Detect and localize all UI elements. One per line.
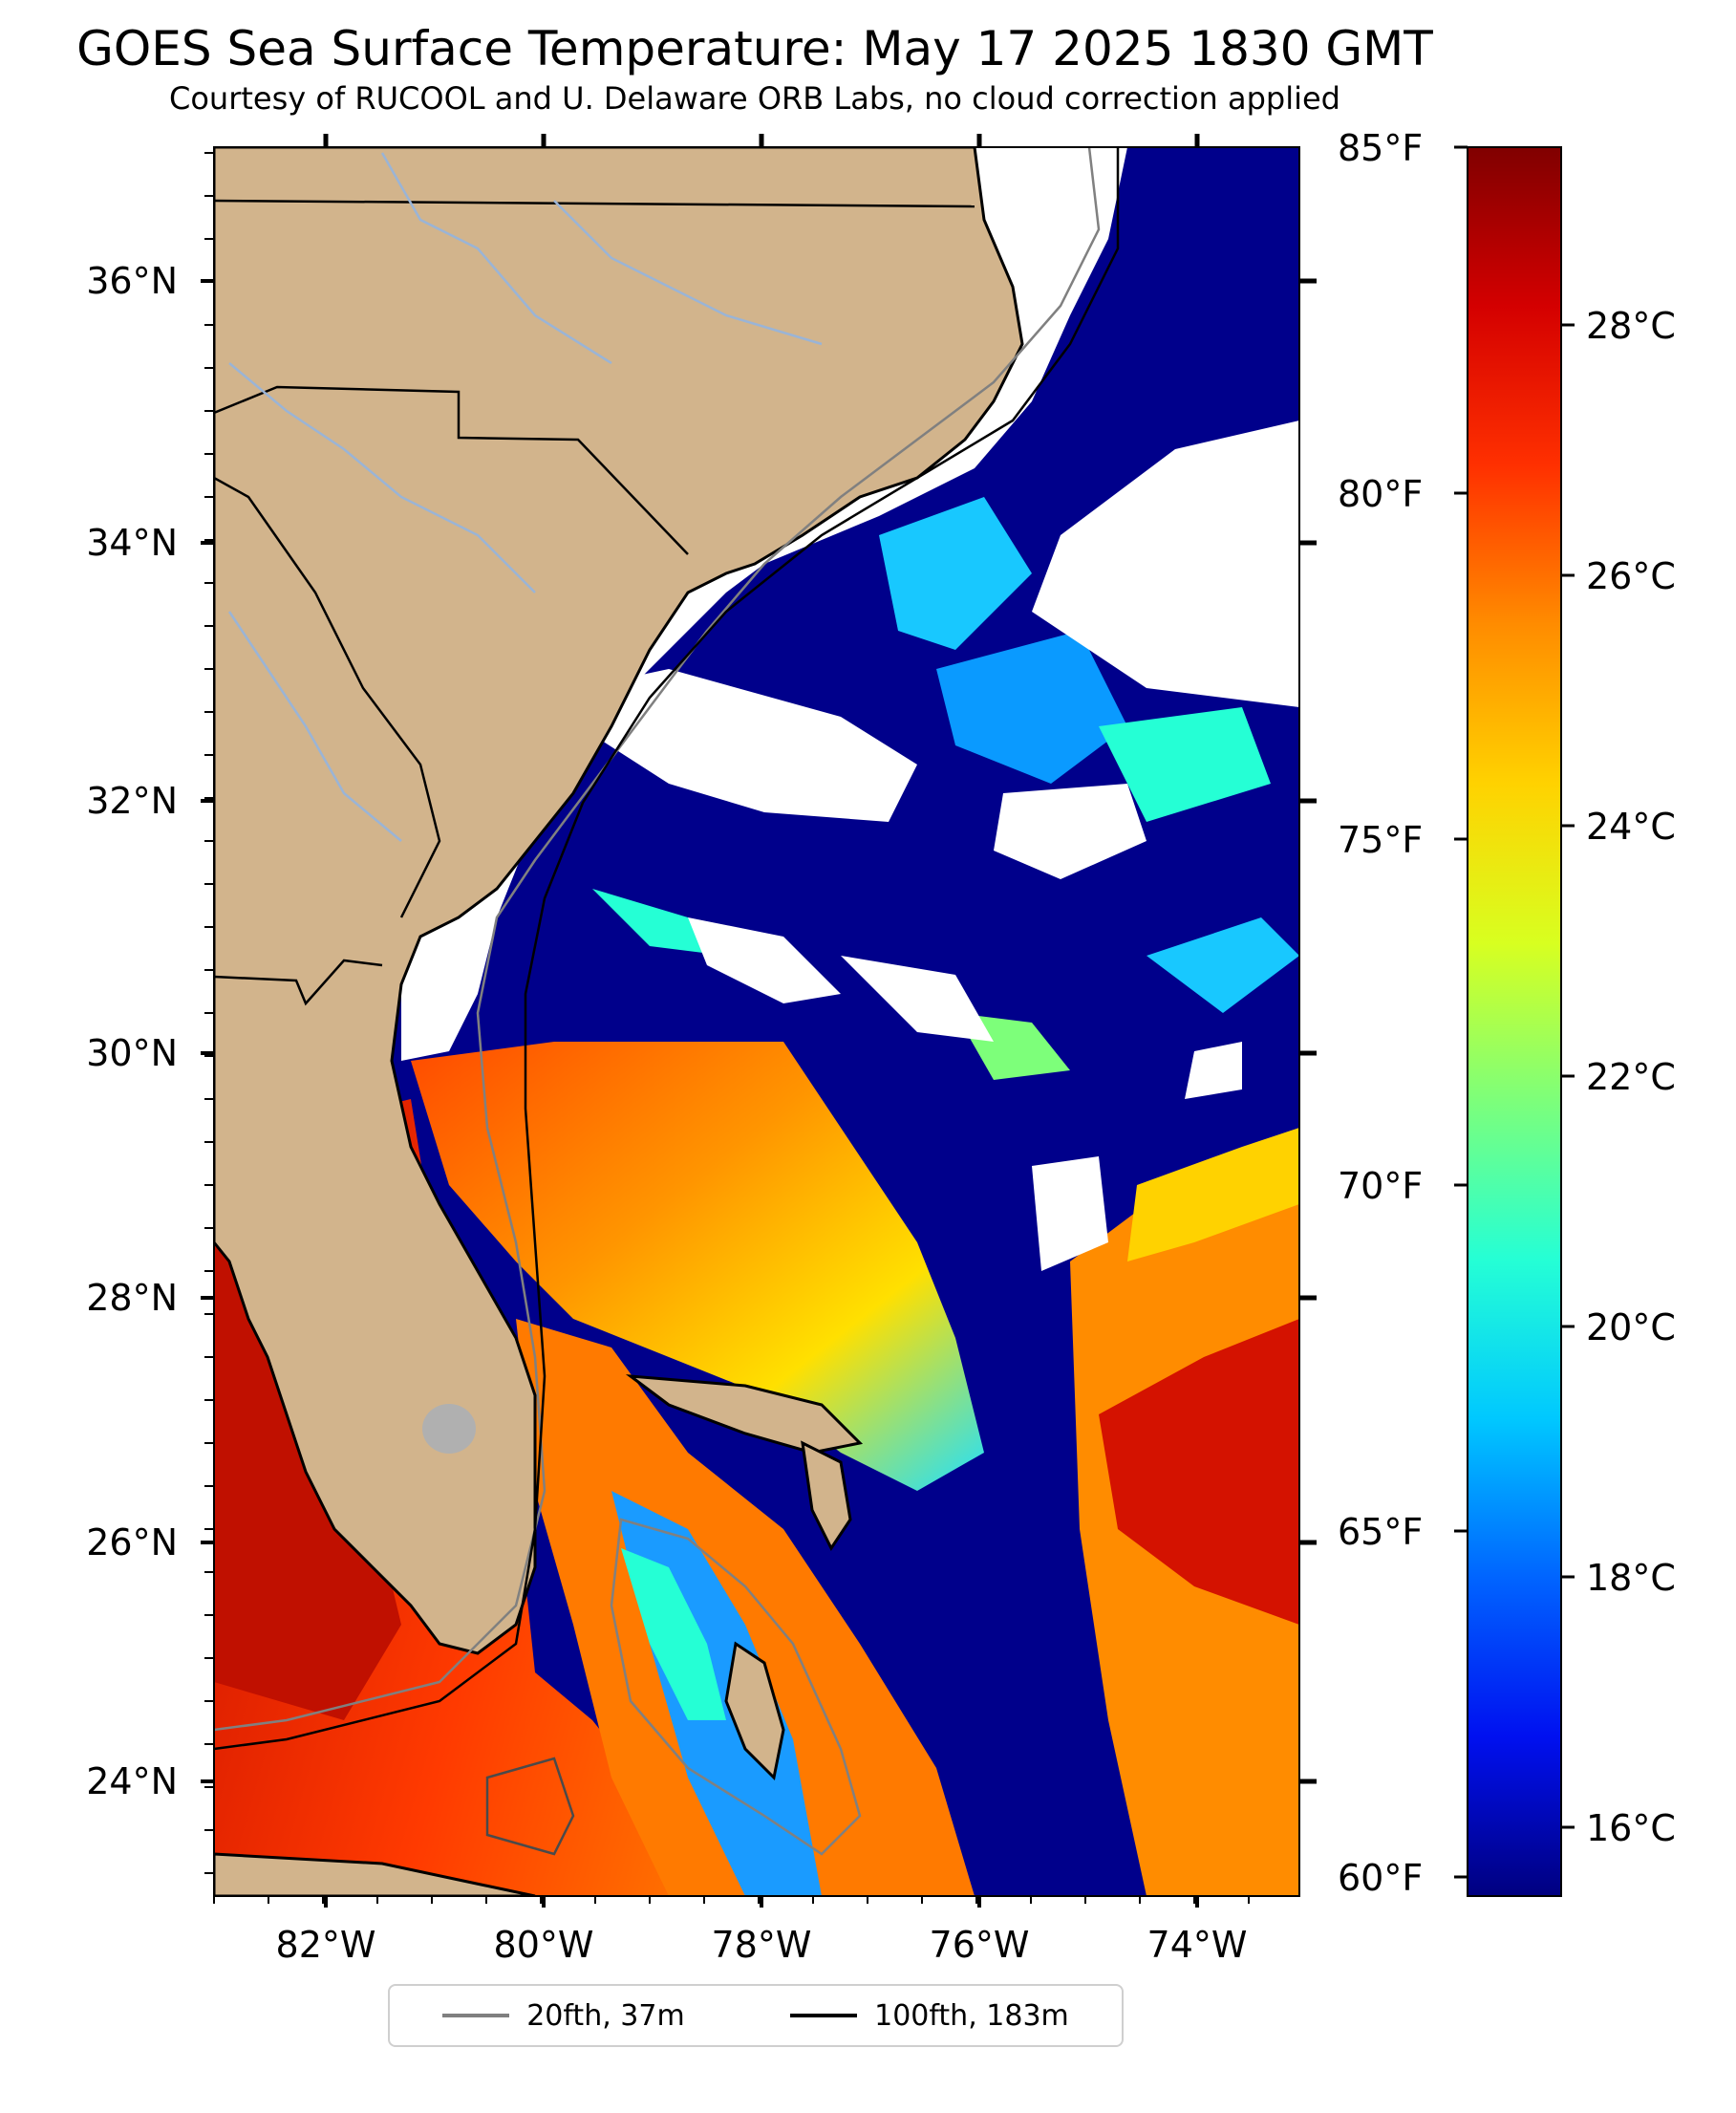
cloud-offshore-north bbox=[1032, 420, 1299, 707]
map-area bbox=[214, 147, 1299, 1896]
colorbar-fahrenheit-labels: 85°F 80°F 75°F 70°F 65°F 60°F bbox=[1338, 127, 1468, 1899]
warm-water-stream bbox=[516, 1319, 975, 1896]
rivers bbox=[227, 152, 823, 842]
map-title: GOES Sea Surface Temperature: May 17 202… bbox=[76, 21, 1433, 76]
lon-label: 80°W bbox=[494, 1924, 594, 1966]
cloud-offshore-mid-2 bbox=[994, 784, 1147, 879]
cloud-streak-2 bbox=[841, 956, 994, 1042]
cloud-streak-1 bbox=[688, 917, 841, 1003]
isobath-legend: 20fth, 37m 100fth, 183m bbox=[388, 1984, 1124, 2047]
legend-item-100fth: 100fth, 183m bbox=[790, 1999, 1069, 2033]
isobath-cay-sal bbox=[485, 1757, 575, 1856]
colorbar-c-label: 22°C bbox=[1586, 1056, 1676, 1098]
cool-streak-6 bbox=[1147, 917, 1299, 1013]
colorbar-f-label: 60°F bbox=[1338, 1857, 1423, 1899]
lat-label: 26°N bbox=[86, 1521, 178, 1563]
lat-label: 34°N bbox=[86, 522, 178, 564]
lat-label: 30°N bbox=[86, 1032, 178, 1074]
cloud-east-1 bbox=[1185, 1042, 1242, 1099]
hot-water-east bbox=[1099, 1319, 1299, 1625]
warm-water-shelf bbox=[411, 1042, 984, 1491]
colorbar-celsius-labels: 28°C 26°C 24°C 22°C 20°C 18°C 16°C bbox=[1561, 305, 1676, 1849]
colorbar-f-label: 75°F bbox=[1338, 819, 1423, 861]
map-subtitle: Courtesy of RUCOOL and U. Delaware ORB L… bbox=[169, 80, 1340, 117]
land-southeast-us bbox=[214, 147, 1024, 1655]
legend-label-100fth: 100fth, 183m bbox=[874, 1998, 1069, 2033]
lat-label: 24°N bbox=[86, 1760, 178, 1802]
colorbar-c-label: 28°C bbox=[1586, 305, 1676, 347]
land-andros bbox=[724, 1641, 785, 1781]
lat-label: 32°N bbox=[86, 780, 178, 822]
lat-label: 28°N bbox=[86, 1277, 178, 1319]
axis-ticks bbox=[201, 134, 1317, 1908]
isobath-bahamas bbox=[610, 1518, 862, 1856]
legend-label-20fth: 20fth, 37m bbox=[526, 1998, 685, 2033]
lon-label: 74°W bbox=[1147, 1924, 1248, 1966]
legend-swatch-100fth bbox=[790, 2014, 858, 2017]
cool-water-banks-2 bbox=[621, 1548, 726, 1720]
lake-okeechobee bbox=[422, 1404, 476, 1454]
longitude-labels: 82°W 80°W 78°W 76°W 74°W bbox=[276, 1924, 1248, 1966]
lon-label: 82°W bbox=[276, 1924, 376, 1966]
map-frame bbox=[213, 146, 1300, 1897]
colorbar-c-label: 16°C bbox=[1586, 1807, 1676, 1849]
cloud-offshore-mid bbox=[535, 669, 917, 822]
land-grand-bahama bbox=[625, 1374, 864, 1455]
lon-label: 78°W bbox=[712, 1924, 812, 1966]
legend-swatch-20fth bbox=[442, 2014, 510, 2017]
colorbar bbox=[1467, 146, 1562, 1897]
lat-label: 36°N bbox=[86, 260, 178, 302]
latitude-labels: 36°N 34°N 32°N 30°N 28°N 26°N 24°N bbox=[86, 260, 178, 1802]
cool-streak-3 bbox=[1099, 707, 1271, 822]
colorbar-f-label: 70°F bbox=[1338, 1165, 1423, 1207]
colorbar-c-label: 20°C bbox=[1586, 1306, 1676, 1348]
cool-streak-4 bbox=[592, 889, 726, 956]
cloud-east-2 bbox=[1032, 1156, 1108, 1271]
cool-streak-2 bbox=[936, 631, 1127, 784]
legend-item-20fth: 20fth, 37m bbox=[442, 1998, 685, 2033]
colorbar-f-label: 85°F bbox=[1338, 127, 1423, 169]
isobath-20fth bbox=[214, 147, 1101, 1732]
colorbar-c-label: 26°C bbox=[1586, 555, 1676, 597]
isobath-100fth bbox=[214, 147, 1120, 1751]
cool-streak-1 bbox=[879, 497, 1032, 650]
land-cuba bbox=[214, 1852, 536, 1896]
yellow-band-east bbox=[1127, 1128, 1299, 1261]
colorbar-f-label: 65°F bbox=[1338, 1511, 1423, 1553]
lon-label: 76°W bbox=[930, 1924, 1030, 1966]
land-abaco bbox=[801, 1440, 852, 1551]
state-borders bbox=[214, 199, 975, 1006]
colorbar-c-label: 24°C bbox=[1586, 806, 1676, 848]
colorbar-c-label: 18°C bbox=[1586, 1557, 1676, 1599]
colorbar-f-label: 80°F bbox=[1338, 473, 1423, 515]
